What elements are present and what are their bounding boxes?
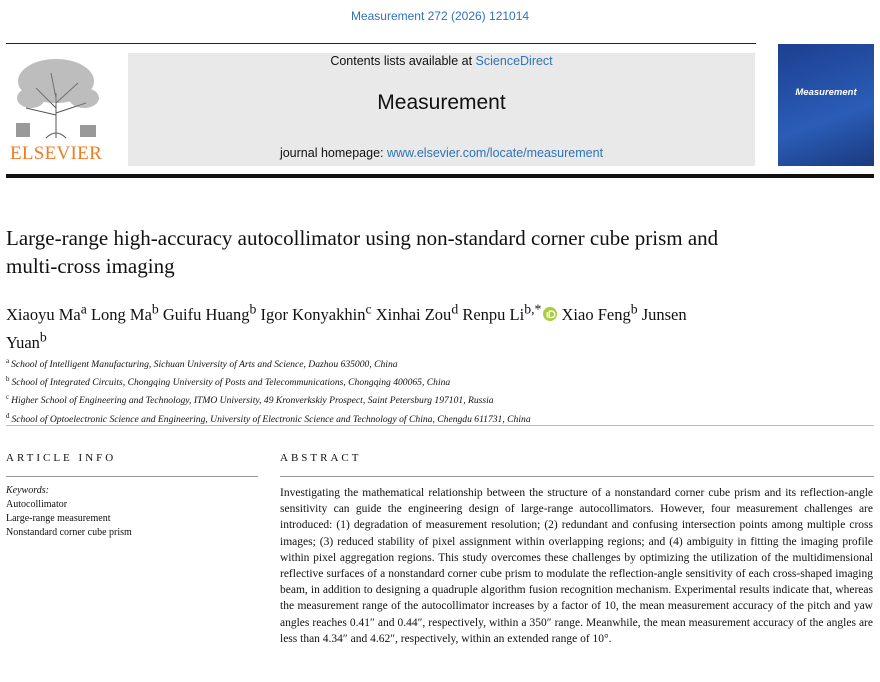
affiliation-text: School of Intelligent Manufacturing, Sic… [11, 359, 398, 371]
author: Xiaoyu Maa [6, 301, 87, 324]
author-affiliation-mark: b,* [524, 301, 542, 316]
abstract-heading: ABSTRACT [280, 452, 362, 464]
affiliation-list: a School of Intelligent Manufacturing, Si… [6, 354, 531, 427]
author-name: Igor Konyakhin [260, 304, 366, 324]
affiliation-mark: b [6, 375, 10, 384]
author-affiliation-mark: b [151, 301, 159, 316]
affiliation-mark: c [6, 393, 10, 402]
author-name: Xiao Feng [561, 304, 631, 324]
author: Guifu Huangb [162, 301, 256, 324]
author-affiliation-mark: c [365, 301, 372, 316]
author: Igor Konyakhinc [260, 301, 372, 324]
rule [6, 174, 874, 178]
keyword: Large-range measurement [6, 513, 111, 524]
affiliation-text: Higher School of Engineering and Technol… [11, 395, 494, 407]
publisher-logo [16, 59, 99, 139]
author: Xinhai Zoud [375, 301, 459, 324]
journal-name: Measurement [377, 91, 506, 114]
homepage-link[interactable]: www.elsevier.com/locate/measurement [386, 146, 604, 160]
keyword: Autocollimator [6, 499, 68, 510]
author-affiliation-mark: d [451, 301, 459, 316]
rule [280, 476, 874, 477]
rule [6, 425, 874, 426]
author-affiliation-mark: a [80, 301, 87, 316]
homepage-line: journal homepage: www.elsevier.com/locat… [128, 146, 755, 160]
abstract-text: Investigating the mathematical relations… [280, 487, 873, 645]
keywords-label: Keywords: [6, 485, 49, 496]
affiliation-text: School of Integrated Circuits, Chongqing… [11, 377, 451, 389]
rule [6, 476, 258, 477]
contents-line: Contents lists available at ScienceDirec… [128, 54, 755, 68]
author-name: Xinhai Zou [375, 304, 452, 324]
article-info-heading: ARTICLE INFO [6, 452, 117, 464]
author: Long Mab [90, 301, 159, 324]
journal-cover [778, 44, 874, 166]
orcid-icon[interactable] [543, 306, 558, 321]
keyword: Nonstandard corner cube prism [6, 527, 132, 538]
cover-title: Measurement [795, 87, 857, 98]
affiliation: c Higher School of Engineering and Techno… [6, 390, 531, 408]
author-name: Renpu Li [462, 304, 525, 324]
author-affiliation-mark: b [39, 329, 47, 345]
author-affiliation-mark: b [249, 301, 257, 316]
journal-banner [128, 53, 755, 166]
author-name: Junsen Yuan [6, 304, 687, 353]
contents-prefix: Contents lists available at [330, 54, 473, 68]
author: Junsen Yuanb [6, 305, 687, 353]
author-list: Xiaoyu Maa Long Mab Guifu Huangb Igor Ko… [6, 297, 706, 354]
author: Xiao Fengb [561, 301, 638, 324]
homepage-prefix: journal homepage: [279, 146, 384, 160]
affiliation: d School of Optoelectronic Science and En… [6, 409, 531, 427]
author: Renpu Lib,* [462, 301, 558, 324]
publisher-name: ELSEVIER [9, 143, 103, 164]
author-affiliation-mark: b [630, 301, 638, 316]
sciencedirect-link[interactable]: ScienceDirect [475, 54, 553, 68]
article-title: Large-range high-accuracy autocollimator… [6, 226, 719, 278]
affiliation: a School of Intelligent Manufacturing, Si… [6, 354, 531, 372]
citation: Measurement 272 (2026) 121014 [350, 9, 530, 23]
affiliation-text: School of Optoelectronic Science and Eng… [11, 413, 531, 425]
author-name: Long Ma [90, 304, 152, 324]
affiliation-mark: d [6, 411, 10, 420]
rule [6, 43, 756, 44]
affiliation: b School of Integrated Circuits, Chongqin… [6, 372, 531, 390]
affiliation-mark: a [6, 357, 10, 365]
author-name: Guifu Huang [162, 304, 250, 324]
author-name: Xiaoyu Ma [6, 304, 81, 324]
keywords: Keywords: Autocollimator Large-range measu… [6, 484, 132, 540]
